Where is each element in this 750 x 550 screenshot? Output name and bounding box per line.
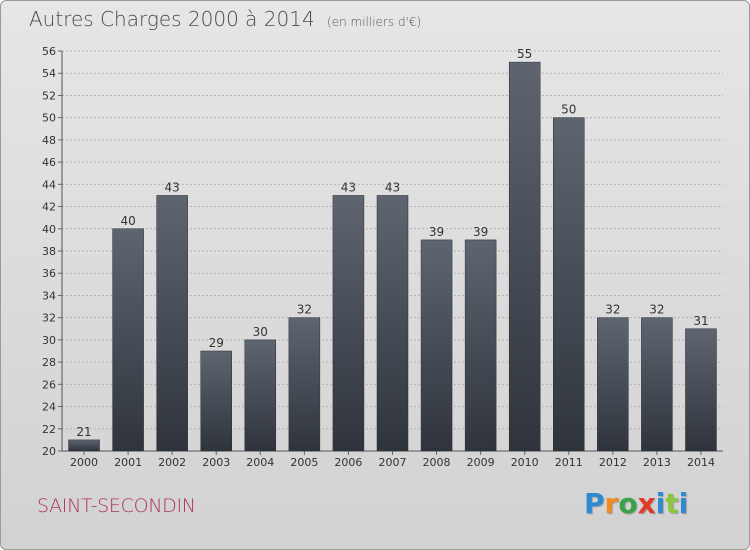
x-tick-label: 2002	[158, 456, 186, 469]
y-tick-label: 38	[42, 245, 56, 258]
logo-letter: P	[584, 487, 605, 520]
x-tick-label: 2004	[246, 456, 274, 469]
bar	[641, 317, 673, 452]
x-tick-label: 2013	[643, 456, 671, 469]
labels: 21 2000 40 2001 43 2002 29 2003 30 2004 32 2005 43 20…	[70, 47, 715, 469]
y-tick-label: 20	[42, 445, 56, 458]
data-label: 43	[385, 180, 400, 194]
bar	[68, 439, 100, 452]
y-tick-label: 36	[42, 267, 56, 280]
x-tick-label: 2006	[334, 456, 362, 469]
bar	[156, 195, 188, 452]
bar	[464, 239, 497, 452]
logo-letter: o	[618, 487, 638, 520]
y-tick-label: 48	[42, 134, 56, 147]
y-tick-label: 30	[42, 334, 56, 347]
y-tick-label: 32	[42, 312, 56, 325]
y-tick-label: 46	[42, 156, 56, 169]
x-tick-label: 2012	[599, 456, 627, 469]
data-label: 43	[165, 180, 180, 194]
x-tick-label: 2008	[423, 456, 451, 469]
axes: 20 22 24 26 28 30 32 34 36 38 40 42 44 46 48 50 52 54 56	[42, 45, 723, 458]
data-label: 50	[561, 103, 576, 117]
commune-name: SAINT-SECONDIN	[37, 495, 196, 517]
logo-letter: t	[665, 487, 679, 520]
data-label: 31	[693, 314, 708, 328]
bar	[420, 239, 453, 452]
x-tick-label: 2005	[290, 456, 318, 469]
x-tick-label: 2000	[70, 456, 98, 469]
bar	[553, 117, 585, 452]
bars	[68, 61, 717, 452]
x-tick-label: 2009	[467, 456, 495, 469]
y-tick-label: 54	[42, 67, 56, 80]
proxiti-logo: Proxiti	[584, 487, 688, 520]
y-tick-label: 44	[42, 178, 56, 191]
data-label: 43	[341, 180, 356, 194]
bar	[288, 317, 321, 452]
y-tick-label: 22	[42, 423, 56, 436]
data-label: 39	[429, 225, 444, 239]
data-label: 40	[120, 214, 135, 228]
x-tick-label: 2007	[379, 456, 407, 469]
bar	[112, 228, 144, 452]
data-label: 32	[605, 303, 620, 317]
x-tick-label: 2014	[687, 456, 715, 469]
x-tick-label: 2001	[114, 456, 142, 469]
y-tick-label: 34	[42, 289, 56, 302]
data-label: 30	[253, 325, 268, 339]
y-tick-label: 26	[42, 378, 56, 391]
data-label: 29	[209, 336, 224, 350]
data-label: 32	[297, 303, 312, 317]
data-label: 39	[473, 225, 488, 239]
bar	[508, 61, 541, 452]
y-tick-label: 50	[42, 112, 56, 125]
logo-letter: i	[678, 487, 689, 520]
bar	[597, 317, 629, 452]
chart-title: Autres Charges 2000 à 2014 (en milliers …	[29, 7, 421, 31]
bar	[332, 195, 365, 452]
y-tick-label: 52	[42, 89, 56, 102]
x-tick-label: 2010	[511, 456, 539, 469]
y-tick-label: 24	[42, 401, 56, 414]
data-label: 55	[517, 47, 532, 61]
bar	[244, 339, 277, 452]
y-tick-label: 40	[42, 223, 56, 236]
x-tick-label: 2011	[555, 456, 583, 469]
y-tick-label: 28	[42, 356, 56, 369]
bar	[685, 328, 717, 452]
data-label: 21	[76, 425, 91, 439]
data-label: 32	[649, 303, 664, 317]
logo-letter: x	[637, 487, 656, 520]
bar	[200, 350, 232, 452]
title-text: Autres Charges 2000 à 2014	[29, 7, 315, 31]
logo-letter: r	[604, 487, 619, 520]
x-tick-label: 2003	[202, 456, 230, 469]
y-tick-label: 56	[42, 45, 56, 58]
logo-letter: i	[655, 487, 666, 520]
unit-subtitle: (en milliers d'€)	[327, 15, 422, 29]
y-tick-label: 42	[42, 201, 56, 214]
bar	[376, 195, 409, 452]
